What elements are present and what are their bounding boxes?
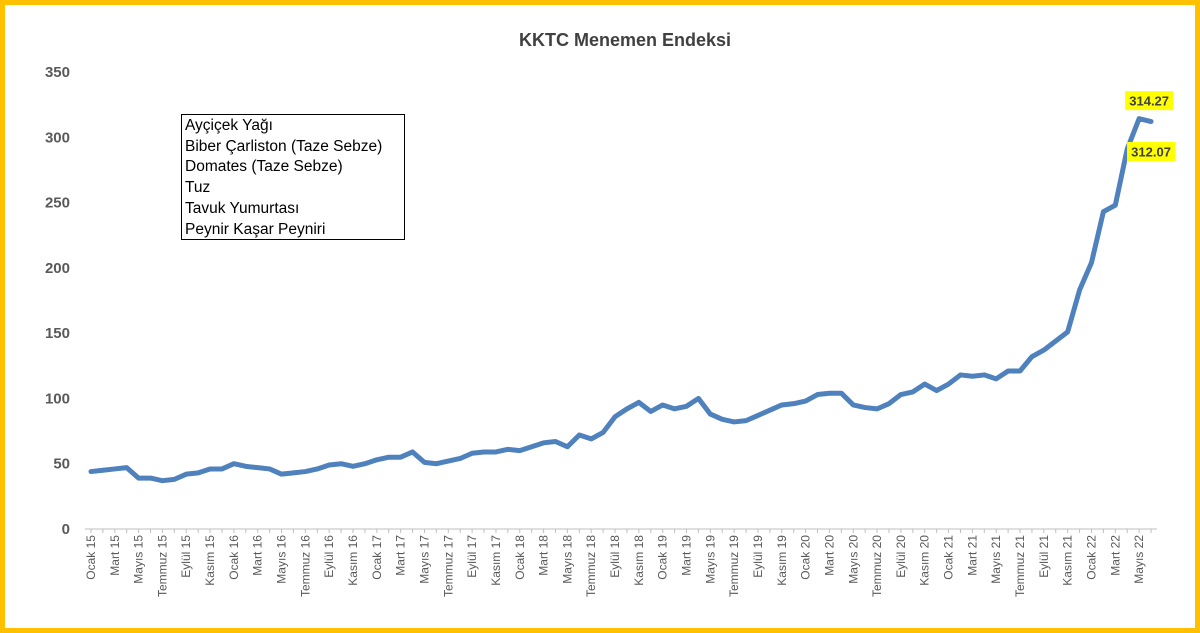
x-tick-label: Ocak 19 <box>656 535 670 580</box>
x-tick-label: Kasım 20 <box>918 535 932 586</box>
legend-item: Ayçiçek Yağı <box>185 117 273 134</box>
legend-item: Tuz <box>185 179 211 197</box>
x-tick-label: Temmuz 21 <box>1013 535 1027 597</box>
x-tick-label: Kasım 18 <box>632 535 646 586</box>
x-tick-label: Mart 17 <box>394 535 408 576</box>
x-tick-label: Ocak 20 <box>799 535 813 580</box>
x-tick-label: Ocak 15 <box>84 535 98 580</box>
x-tick-label: Mayıs 21 <box>989 535 1003 584</box>
legend-item: Domates (Taze Sebze) <box>185 158 343 176</box>
data-label: 314.27 <box>1129 94 1169 109</box>
x-tick-label: Mayıs 15 <box>132 535 146 584</box>
x-tick-label: Temmuz 17 <box>441 535 455 597</box>
x-tick-label: Ocak 18 <box>513 535 527 580</box>
x-tick-label: Mayıs 18 <box>560 535 574 584</box>
series-line <box>88 116 1154 484</box>
series-layer <box>88 116 1154 484</box>
x-tick-label: Mayıs 16 <box>275 535 289 584</box>
x-tick-label: Mart 22 <box>1108 535 1122 576</box>
x-tick-label: Kasım 21 <box>1061 535 1075 586</box>
data-label-box <box>1127 142 1176 162</box>
x-tick-label: Kasım 19 <box>775 535 789 586</box>
x-tick-label: Mart 21 <box>965 535 979 576</box>
y-tick-label: 0 <box>62 521 70 538</box>
x-tick-label: Temmuz 20 <box>870 535 884 597</box>
x-tick-label: Temmuz 18 <box>584 535 598 597</box>
x-tick-label: Mart 20 <box>822 535 836 576</box>
x-tick-label: Mayıs 20 <box>846 535 860 584</box>
x-tick-label: Ocak 22 <box>1084 535 1098 580</box>
x-axis: Ocak 15 Mart 15 Mayıs 15 Temmuz 15 Eylül 15 K… <box>84 528 1157 597</box>
x-tick-label: Ocak 16 <box>227 535 241 580</box>
y-tick-label: 250 <box>45 195 70 212</box>
y-tick-label: 50 <box>53 456 70 473</box>
legend-item: Biber Çarliston (Taze Sebze) <box>185 137 383 155</box>
y-tick-label: 200 <box>45 260 70 277</box>
x-tick-label: Temmuz 16 <box>298 535 312 597</box>
y-axis: 0 50 100 150 200 250 300 350 <box>45 64 70 538</box>
x-tick-label: Kasım 16 <box>346 535 360 586</box>
y-tick-label: 100 <box>45 390 70 407</box>
x-tick-label: Ocak 17 <box>370 535 384 580</box>
legend-item: Peynir Kaşar Peyniri <box>185 220 326 238</box>
y-tick-label: 150 <box>45 325 70 342</box>
x-tick-label: Eylül 19 <box>751 535 765 578</box>
x-tick-label: Mart 15 <box>108 535 122 576</box>
x-tick-label: Eylül 17 <box>465 535 479 578</box>
y-tick-label: 350 <box>45 64 70 81</box>
x-tick-label: Temmuz 19 <box>727 535 741 597</box>
x-tick-label: Kasım 15 <box>203 535 217 586</box>
x-tick-label: Temmuz 15 <box>155 535 169 597</box>
data-label-box <box>1125 91 1174 111</box>
x-tick-label: Kasım 17 <box>489 535 503 586</box>
x-tick-label: Mart 16 <box>251 535 265 576</box>
x-tick-label: Eylül 18 <box>608 535 622 578</box>
x-tick-label: Eylül 16 <box>322 535 336 578</box>
x-tick-label: Ocak 21 <box>942 535 956 580</box>
legend-item: Tavuk Yumurtası <box>185 199 300 217</box>
x-tick-label: Mayıs 19 <box>703 535 717 584</box>
y-tick-label: 300 <box>45 129 70 146</box>
x-tick-label: Mayıs 17 <box>417 535 431 584</box>
annotation-layer: 314.27 312.07 <box>1125 91 1176 162</box>
chart-title: KKTC Menemen Endeksi <box>519 30 731 50</box>
x-tick-label: Mart 18 <box>537 535 551 576</box>
x-tick-label: Eylül 15 <box>179 535 193 578</box>
x-tick-label: Mayıs 22 <box>1132 535 1146 584</box>
data-label: 312.07 <box>1131 145 1171 160</box>
x-tick-label: Mart 19 <box>680 535 694 576</box>
x-tick-label: Eylül 20 <box>894 535 908 578</box>
legend-box: Ayçiçek Yağı Biber Çarliston (Taze Sebze)… <box>181 114 405 240</box>
x-tick-label: Eylül 21 <box>1037 535 1051 578</box>
